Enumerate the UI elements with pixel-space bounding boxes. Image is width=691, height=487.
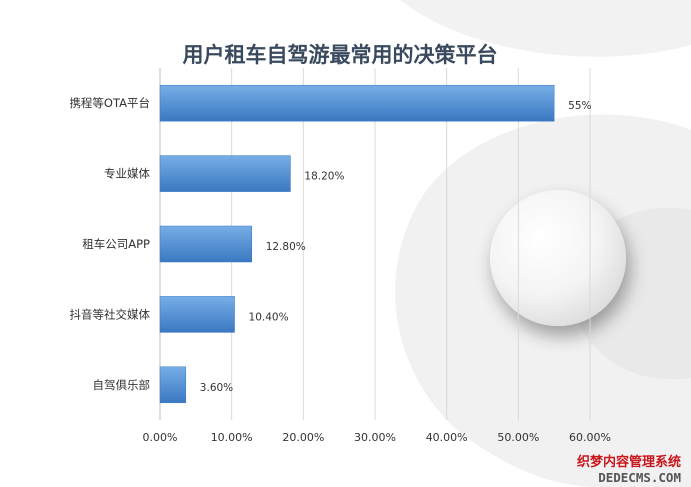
background-swoosh-top — [400, 0, 691, 57]
x-tick-label: 60.00% — [569, 431, 611, 444]
x-axis-tick-labels: 0.00% 10.00% 20.00% 30.00% 40.00% 50.00% 60.00… — [143, 431, 611, 444]
category-label: 自驾俱乐部 — [93, 378, 151, 392]
x-tick-label: 0.00% — [143, 431, 178, 444]
background-decoration — [395, 0, 691, 487]
x-tick-label: 40.00% — [426, 431, 468, 444]
category-label: 抖音等社交媒体 — [70, 307, 151, 321]
data-label: 3.60% — [200, 382, 233, 394]
data-label: 10.40% — [249, 311, 289, 323]
x-tick-label: 20.00% — [282, 431, 324, 444]
chart-title: 用户租车自驾游最常用的决策平台 — [183, 43, 498, 67]
category-label: 携程等OTA平台 — [69, 96, 150, 110]
data-labels: 55% 18.20% 12.80% 10.40% 3.60% — [200, 100, 592, 394]
category-label: 专业媒体 — [104, 167, 150, 181]
bar — [159, 366, 187, 404]
x-tick-label: 50.00% — [497, 431, 539, 444]
category-label: 租车公司APP — [82, 237, 150, 251]
bar — [159, 155, 291, 192]
data-label: 12.80% — [266, 241, 306, 253]
watermark: 织梦内容管理系统 DEDECMS.COM — [577, 454, 681, 485]
watermark-line1: 织梦内容管理系统 — [577, 454, 681, 470]
bar — [159, 225, 252, 263]
data-label: 55% — [568, 100, 591, 112]
x-tick-label: 30.00% — [354, 431, 396, 444]
bar — [159, 296, 235, 333]
x-tick-label: 10.00% — [211, 431, 253, 444]
bar — [159, 84, 555, 122]
background-orb — [490, 190, 626, 326]
bars — [159, 84, 555, 404]
data-label: 18.20% — [304, 171, 344, 183]
watermark-line2: DEDECMS.COM — [598, 470, 681, 485]
